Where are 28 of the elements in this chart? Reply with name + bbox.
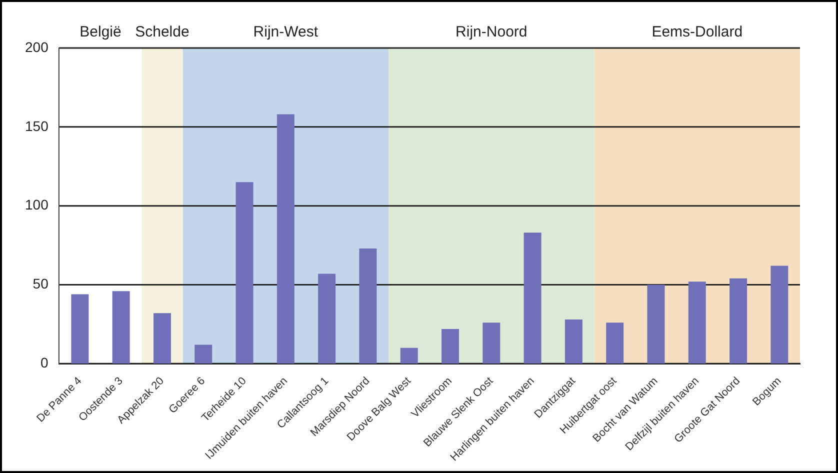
band-label: Rijn-Noord <box>456 24 528 41</box>
bar <box>153 313 171 364</box>
bar <box>770 266 788 364</box>
band-label: Rijn-West <box>253 24 319 41</box>
band-label: Schelde <box>135 24 190 41</box>
y-tick-label: 200 <box>25 38 49 55</box>
band-label: België <box>80 24 122 41</box>
bar <box>318 274 336 364</box>
y-tick-label: 150 <box>25 118 49 134</box>
y-tick-label: 0 <box>40 354 49 371</box>
bar <box>647 284 665 364</box>
bar <box>236 182 254 364</box>
y-tick-label: 50 <box>32 276 49 292</box>
bar <box>482 322 500 364</box>
band-label: Eems-Dollard <box>652 24 743 41</box>
bar <box>400 348 418 364</box>
bar <box>276 114 294 364</box>
bar <box>194 344 212 364</box>
bar <box>71 294 89 364</box>
bar <box>688 282 706 364</box>
bar <box>730 278 748 364</box>
bar <box>112 291 130 364</box>
y-tick-label: 100 <box>25 196 49 213</box>
bar <box>524 232 542 364</box>
bar <box>606 322 624 364</box>
bar <box>359 248 377 364</box>
bar <box>564 319 582 364</box>
bar <box>442 328 459 364</box>
